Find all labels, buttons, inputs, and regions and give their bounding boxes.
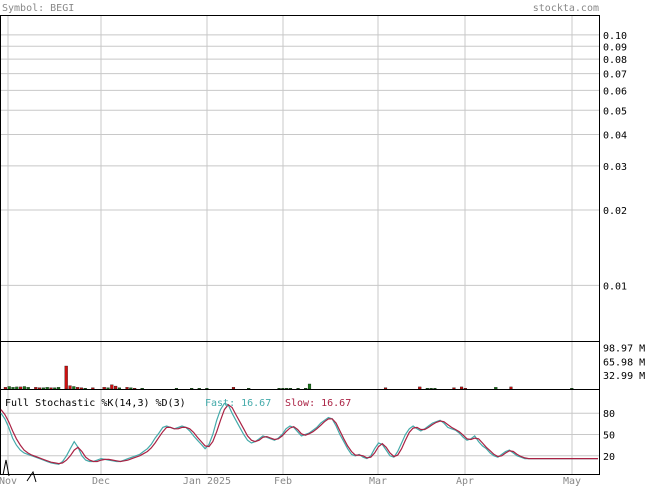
volume-bar	[247, 388, 251, 390]
volume-bar	[296, 388, 300, 390]
volume-bar	[277, 388, 281, 390]
stoch-title: Full Stochastic %K(14,3) %D(3)	[5, 398, 186, 409]
volume-bar	[281, 388, 285, 390]
volume-bar	[494, 387, 498, 390]
panel-frames	[0, 15, 600, 475]
volume-tick-label: 65.98 M	[603, 357, 645, 368]
volume-bar	[102, 387, 106, 390]
price-tick-label: 0.06	[603, 86, 627, 97]
volume-bar	[285, 388, 289, 390]
stoch-tick-label: 20	[603, 452, 615, 463]
volume-bar	[174, 388, 179, 390]
volume-bar	[429, 388, 433, 390]
volume-bar	[22, 386, 26, 390]
volume-bar	[106, 387, 110, 390]
volume-bar	[117, 387, 121, 390]
price-tick-label: 0.02	[603, 206, 627, 217]
volume-bar	[79, 387, 83, 390]
volume-bar	[11, 387, 15, 390]
volume-bar	[76, 387, 80, 390]
x-tick-label: Feb	[274, 476, 292, 486]
x-tick-label: Apr	[456, 476, 474, 486]
x-tick-label: Jan 2025	[183, 476, 231, 486]
price-tick-label: 0.07	[603, 70, 627, 81]
symbol-label: Symbol: BEGI	[2, 3, 74, 14]
stoch-fast-label: Fast: 16.67	[205, 398, 271, 409]
cursor-mark	[2, 459, 37, 483]
volume-bar	[125, 387, 129, 390]
volume-bar	[45, 387, 49, 390]
volume-bar	[129, 387, 133, 390]
volume-bar	[307, 383, 312, 390]
stoch-line-fast	[0, 402, 598, 465]
volume-bar	[463, 388, 467, 390]
volume-bar	[38, 387, 42, 390]
price-tick-label: 0.03	[603, 162, 627, 173]
price-tick-label: 0.05	[603, 106, 627, 117]
volume-bar	[72, 386, 76, 390]
volume-bar	[15, 386, 19, 390]
volume-bar	[433, 388, 437, 390]
volume-bar	[53, 387, 57, 390]
volume-bar	[460, 386, 464, 390]
price-tick-label: 0.10	[603, 31, 627, 42]
volume-bar	[34, 387, 38, 390]
volume-bar	[418, 386, 422, 390]
volume-bar	[3, 387, 7, 390]
volume-bar	[140, 388, 144, 390]
volume-bar	[7, 386, 11, 390]
volume-bar	[509, 386, 513, 390]
panel-frame	[0, 389, 600, 475]
stoch-tick-label: 80	[603, 409, 615, 420]
volume-bar	[304, 388, 308, 390]
panel-frame	[0, 341, 600, 390]
volume-tick-label: 98.97 M	[603, 344, 645, 355]
price-tick-label: 0.08	[603, 55, 627, 66]
volume-bar	[83, 388, 87, 390]
volume-bar	[133, 388, 137, 390]
stoch-tick-label: 50	[603, 431, 615, 442]
volume-bar	[452, 387, 456, 390]
volume-bar	[19, 386, 23, 390]
stoch-line-slow	[0, 403, 598, 465]
x-tick-label: Nov	[0, 476, 17, 486]
volume-bar	[68, 385, 72, 390]
volume-bar	[49, 387, 53, 390]
volume-bar	[57, 387, 61, 390]
volume-bar	[41, 387, 45, 390]
panel-frame	[0, 15, 600, 342]
price-tick-label: 0.04	[603, 131, 627, 142]
volume-bar	[383, 387, 388, 390]
volume-bar	[91, 387, 95, 390]
x-tick-label: Mar	[369, 476, 387, 486]
x-tick-label: Dec	[92, 476, 110, 486]
volume-bar	[288, 388, 293, 390]
price-tick-label: 0.09	[603, 42, 627, 53]
volume-bar	[110, 384, 114, 390]
volume-bar	[190, 388, 194, 390]
stoch-slow-label: Slow: 16.67	[285, 398, 351, 409]
x-tick-label: May	[563, 476, 581, 486]
volume-bar	[114, 385, 118, 390]
volume-bar	[26, 387, 30, 390]
volume-bar	[64, 365, 68, 390]
volume-bar	[205, 388, 209, 390]
site-label: stockta.com	[533, 3, 599, 14]
volume-tick-label: 32.99 M	[603, 371, 645, 382]
price-tick-label: 0.01	[603, 281, 627, 292]
volume-bar	[231, 387, 236, 390]
volume-bar	[570, 388, 574, 390]
volume-bar	[425, 388, 429, 390]
volume-bar	[197, 388, 201, 390]
